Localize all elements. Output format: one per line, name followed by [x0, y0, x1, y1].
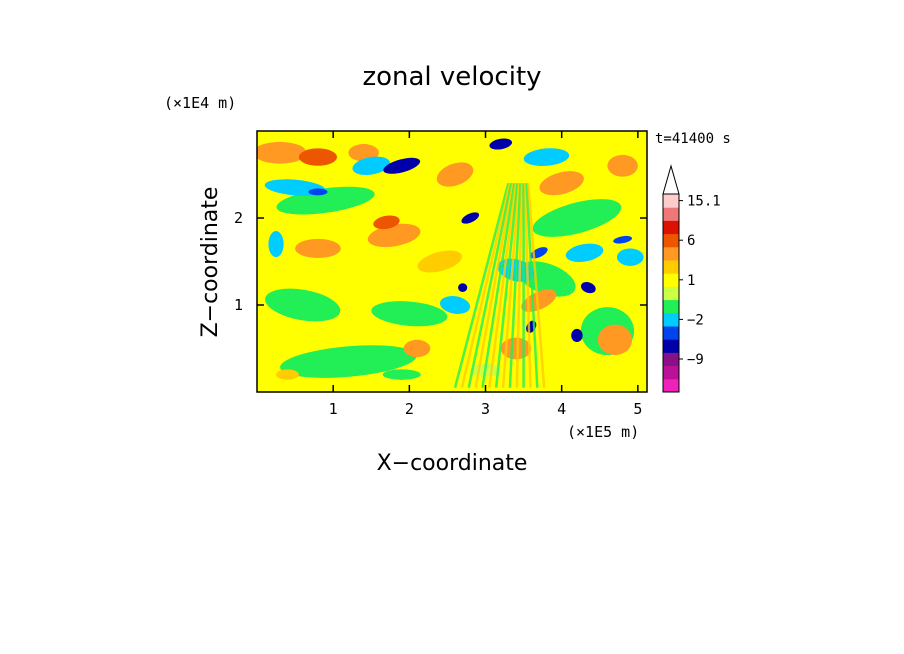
field-contour	[308, 188, 328, 196]
colorbar-segment	[663, 246, 679, 261]
field-wave-streak	[526, 183, 546, 388]
colorbar-segment	[663, 365, 679, 380]
colorbar-segment	[663, 312, 679, 327]
x-tick-label: 1	[329, 400, 338, 418]
colorbar-frame	[662, 193, 680, 393]
field-contour	[523, 148, 570, 166]
field-contour	[461, 212, 480, 224]
colorbar-segment	[663, 260, 679, 274]
field-contour	[539, 171, 584, 196]
field-contour	[367, 223, 421, 248]
field-contour	[371, 301, 448, 327]
field-contour	[382, 369, 421, 380]
colorbar-segment	[663, 286, 679, 301]
colorbar-segment	[663, 378, 679, 393]
colorbar-segment	[663, 220, 679, 235]
colorbar-segment	[663, 194, 679, 208]
x-axis-label: X−coordinate	[377, 451, 528, 476]
field-contour	[280, 345, 417, 378]
field-contour	[265, 288, 341, 322]
heatmap-field	[257, 131, 647, 392]
field-wave-streak	[453, 182, 510, 388]
field-wave-streak	[481, 183, 516, 388]
colorbar-segment	[663, 233, 679, 248]
field-contour	[489, 138, 513, 150]
field-contour	[616, 248, 644, 266]
x-tick-label: 5	[633, 400, 642, 418]
field-contour	[521, 289, 557, 312]
field-contour	[268, 231, 284, 258]
field-contour	[607, 154, 638, 177]
field-wave-streak	[488, 183, 518, 388]
colorbar-segment	[663, 273, 679, 287]
x-unit-label: (×1E5 m)	[567, 423, 639, 441]
field-contour	[298, 148, 337, 166]
field-wave-streak	[508, 183, 522, 388]
field-wave-streak	[515, 183, 524, 388]
field-contour	[458, 283, 468, 292]
time-label: t=41400 s	[655, 131, 731, 147]
y-axis: 12	[234, 209, 647, 314]
field-contour	[613, 235, 633, 244]
field-contour	[571, 328, 583, 342]
field-contour	[436, 162, 474, 187]
x-tick-label: 2	[405, 400, 414, 418]
field-contour	[373, 215, 400, 230]
field-contour	[403, 339, 431, 358]
colorbar-label: −2	[687, 312, 704, 328]
y-axis-label: Z−coordinate	[198, 187, 223, 338]
colorbar-label: 6	[687, 233, 695, 249]
field-contour	[417, 250, 463, 273]
field-contour	[295, 238, 341, 259]
colorbar-segment	[663, 339, 679, 353]
field-contour	[532, 199, 622, 237]
colorbar-label: 1	[687, 273, 695, 289]
colorbar-labels: 15.1 6 1 −2 −9	[679, 194, 721, 368]
colorbar-segment	[663, 299, 679, 314]
colorbar-segment	[663, 326, 679, 340]
x-axis: 1 2 3 4 5	[329, 131, 642, 418]
field-wave-streak	[474, 182, 515, 388]
field-wave-streak	[494, 183, 519, 388]
field-contour	[383, 157, 421, 174]
field-contour	[276, 369, 299, 380]
x-tick-label: 3	[481, 400, 490, 418]
field-contour	[439, 296, 471, 314]
colorbar-segment	[663, 352, 679, 367]
field-wave-streak	[460, 182, 512, 388]
x-tick-label: 4	[557, 400, 566, 418]
colorbar-label: 15.1	[687, 194, 721, 210]
y-tick-label: 2	[234, 209, 243, 227]
colorbar	[662, 164, 680, 393]
field-contour	[565, 243, 604, 262]
field-contour	[597, 324, 633, 356]
y-tick-label: 1	[234, 296, 243, 314]
field-wave-streak	[523, 183, 532, 388]
plot-frame	[256, 130, 648, 393]
colorbar-extend-arrow	[662, 164, 680, 195]
chart-title: zonal velocity	[362, 62, 541, 92]
field-contour	[352, 156, 391, 175]
y-unit-label: (×1E4 m)	[164, 94, 236, 112]
field-wave-streak	[525, 183, 539, 388]
field-wave-streak	[501, 183, 521, 388]
field-wave-streak	[467, 182, 513, 388]
colorbar-segment	[663, 207, 679, 221]
field-contour	[257, 141, 307, 164]
field-contour	[580, 282, 596, 294]
colorbar-label: −9	[687, 352, 704, 368]
